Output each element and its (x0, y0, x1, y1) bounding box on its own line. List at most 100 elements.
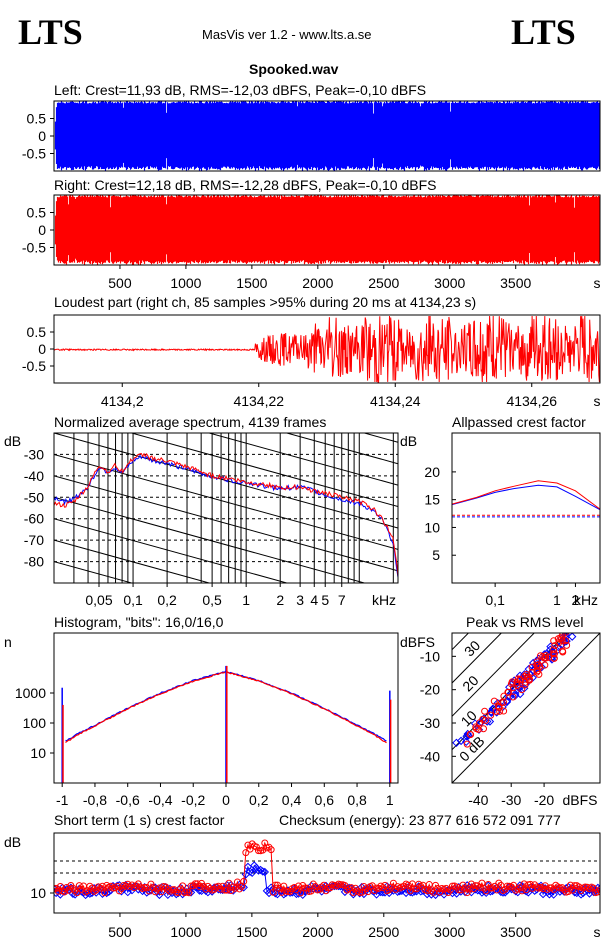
peak-vs-rms-ylabel: dBFS (400, 634, 435, 650)
peak-vs-rms-point-right (549, 650, 557, 658)
peak-vs-rms-point-left (566, 633, 568, 634)
spectrum-slope-line (54, 518, 289, 583)
histogram-xtick-label: 0,2 (249, 792, 269, 808)
peak-vs-rms-title: Peak vs RMS level (466, 614, 584, 630)
histogram-xtick-label: -0,4 (148, 792, 172, 808)
crest-point-right (240, 877, 248, 885)
right-waveform-xtick-label: 2000 (302, 275, 333, 291)
crest-point-right (526, 880, 534, 888)
peak-vs-rms-point-right (562, 637, 570, 645)
crest-point-right (585, 885, 593, 893)
peak-vs-rms-point-left (483, 717, 492, 726)
crest-xtick-label: 1000 (170, 924, 201, 940)
right-waveform-xtick-label: 1000 (170, 275, 201, 291)
peak-vs-rms-point-right (542, 651, 550, 659)
file-name: Spooked.wav (249, 61, 339, 77)
loudest-part-xtick-label: 4134,24 (370, 393, 421, 409)
crest-point-right (375, 884, 383, 892)
peak-vs-rms-point-right (509, 693, 517, 701)
crest-point-left (416, 887, 426, 896)
peak-vs-rms-point-right (528, 663, 536, 671)
crest-point-right (596, 886, 600, 894)
crest-point-right (307, 887, 315, 895)
spectrum-ytick-label: -70 (24, 532, 44, 548)
loudest-part-xtick-label: 4134,26 (506, 393, 557, 409)
crest-point-left (163, 890, 173, 900)
crest-point-right (206, 885, 214, 893)
peak-vs-rms-point-right (551, 642, 559, 650)
crest-point-right (223, 886, 231, 894)
histogram-xtick-label: 0,4 (282, 792, 302, 808)
crest-point-right (242, 849, 250, 857)
right-waveform-xtick-label: 3000 (434, 275, 465, 291)
spectrum-xtick-label: 2 (276, 592, 284, 608)
crest-factor-title: Short term (1 s) crest factor (54, 812, 225, 828)
peak-vs-rms-point-right (463, 740, 471, 748)
allpass-series-right (451, 480, 601, 510)
crest-point-left (292, 889, 301, 899)
crest-point-left (576, 890, 586, 899)
peak-vs-rms-xtick-label: -30 (501, 792, 521, 808)
crest-point-right (259, 846, 267, 854)
crest-point-right (295, 882, 303, 890)
crest-point-left (258, 867, 267, 876)
spectrum-grid (54, 433, 398, 583)
allpass-ytick-label: 20 (424, 464, 440, 480)
peak-vs-rms-point-right (466, 730, 474, 738)
crest-point-right (297, 889, 305, 897)
right-waveform-xtick-label: 3500 (500, 275, 531, 291)
crest-point-left (216, 885, 225, 894)
crest-point-left (473, 886, 482, 895)
peak-vs-rms-point-right (533, 668, 541, 676)
crest-point-left (195, 886, 204, 895)
peak-vs-rms-point-left (528, 658, 538, 668)
crest-point-right (427, 887, 435, 895)
peak-vs-rms-point-right (550, 654, 558, 662)
peak-vs-rms-ytick-label: -10 (420, 648, 440, 664)
crest-point-right (276, 884, 284, 892)
allpass-ylabel: dB (400, 433, 417, 449)
spectrum-xtick-label: 3 (296, 592, 304, 608)
peak-vs-rms-point-right (490, 697, 498, 705)
left-waveform-ytick-label: -0.5 (22, 146, 46, 162)
allpass-series-left (451, 484, 601, 511)
crest-plot (54, 839, 600, 900)
peak-vs-rms-point-right (563, 641, 571, 649)
crest-point-right (356, 888, 364, 896)
crest-xtick-label: 1500 (236, 924, 267, 940)
crest-point-right (103, 881, 111, 889)
histogram-xtick-label: -0,2 (181, 792, 205, 808)
spectrum-ytick-label: -80 (24, 554, 44, 570)
crest-point-right (252, 843, 260, 851)
crest-point-left (401, 888, 411, 898)
crest-point-right (564, 887, 572, 895)
crest-point-right (225, 879, 233, 887)
peak-vs-rms-diagonal-label: 20 (459, 672, 481, 694)
crest-point-right (337, 881, 345, 889)
crest-xtick-label: 500 (108, 924, 132, 940)
peak-vs-rms-point-right (518, 686, 526, 694)
crest-xtick-label: 3500 (500, 924, 531, 940)
crest-point-left (134, 885, 143, 894)
peak-vs-rms-point-left (567, 633, 577, 641)
peak-vs-rms-point-left (547, 655, 557, 664)
peak-vs-rms-point-left (456, 736, 466, 746)
crest-point-right (484, 881, 492, 889)
peak-vs-rms-xtick-label: -20 (534, 792, 554, 808)
spectrum-xtick-label: 0,1 (123, 592, 143, 608)
loudest-part-ytick-label: 0.5 (27, 324, 47, 340)
peak-vs-rms-point-left (502, 697, 512, 707)
spectrum-ytick-label: -30 (24, 446, 44, 462)
crest-point-left (279, 890, 288, 899)
spectrum-xtick-label: 0,5 (202, 592, 222, 608)
crest-frame (53, 832, 601, 914)
peak-vs-rms-point-right (562, 633, 570, 636)
lts-logo-left: LTS (18, 12, 83, 52)
crest-point-right (495, 879, 503, 887)
crest-point-right (463, 889, 471, 897)
peak-vs-rms-point-left (564, 633, 570, 636)
crest-point-right (571, 882, 579, 890)
loudest-part-xunit: s (594, 393, 601, 409)
